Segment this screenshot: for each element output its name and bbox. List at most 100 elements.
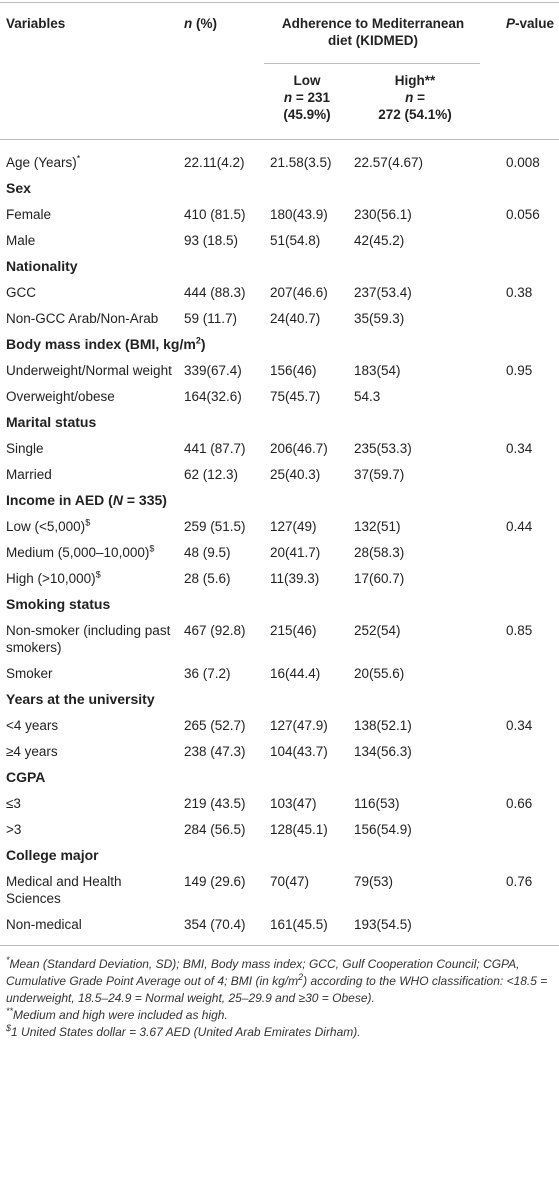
value-cell: 207(46.6) <box>270 285 328 300</box>
section-label: Smoking status <box>6 596 111 612</box>
section-row: Sex <box>0 176 559 202</box>
header-cell: Adherence to Mediterranean diet (KIDMED) <box>264 2 481 64</box>
text-segment: * <box>6 955 10 965</box>
data-row: GCC 444 (88.3) 207(46.6) 237(53.4) 0.38 <box>0 280 559 306</box>
row-label: Overweight/obese <box>6 389 115 404</box>
value-cell: 183(54) <box>354 363 401 378</box>
value-cell: 0.66 <box>506 796 533 811</box>
value-cell: 0.056 <box>506 207 540 222</box>
value-cell: 0.34 <box>506 718 533 733</box>
text-segment: = <box>413 90 425 105</box>
section-label: Marital status <box>6 414 97 430</box>
header-line: n = 231 <box>270 89 344 106</box>
text-segment: $ <box>85 517 91 528</box>
value-cell: 16(44.4) <box>270 666 321 681</box>
value-cell: 51(54.8) <box>270 233 321 248</box>
text-segment: High (>10,000) <box>6 571 96 586</box>
data-row: Male 93 (18.5) 51(54.8) 42(45.2) <box>0 228 559 254</box>
row-label: Non-GCC Arab/Non-Arab <box>6 311 159 326</box>
value-cell: 0.008 <box>506 155 540 170</box>
section-row: Smoking status <box>0 592 559 618</box>
value-cell: 156(54.9) <box>354 822 412 837</box>
value-cell: 161(45.5) <box>270 917 328 932</box>
value-cell: 25(40.3) <box>270 467 321 482</box>
value-cell <box>480 540 559 566</box>
text-segment: 2 <box>298 972 304 982</box>
section-label: Years at the university <box>6 691 155 707</box>
data-row: Medical and Health Sciences 149 (29.6) 70(… <box>0 869 559 912</box>
value-cell: 93 (18.5) <box>184 233 239 248</box>
value-cell: 62 (12.3) <box>184 467 239 482</box>
row-label: Underweight/Normal weight <box>6 363 172 378</box>
value-cell: 235(53.3) <box>354 441 412 456</box>
value-cell: 20(41.7) <box>270 545 321 560</box>
value-cell: 104(43.7) <box>270 744 328 759</box>
value-cell: 215(46) <box>270 623 317 638</box>
data-row: Age (Years)* 22.11(4.2) 21.58(3.5) 22.57(4.… <box>0 140 559 177</box>
value-cell: 410 (81.5) <box>184 207 246 222</box>
row-label: ≤3 <box>6 796 21 811</box>
text-segment: * <box>76 153 81 164</box>
value-cell <box>480 912 559 946</box>
text-segment: n <box>283 90 293 105</box>
data-row: Medium (5,000–10,000)$ 48 (9.5) 20(41.7) 28… <box>0 540 559 566</box>
header-cell: P-value <box>480 3 559 140</box>
text-segment: Age (Years) <box>6 155 77 170</box>
data-row: Non-GCC Arab/Non-Arab 59 (11.7) 24(40.7) 35… <box>0 306 559 332</box>
header-line: 272 (54.1%) <box>378 107 452 122</box>
value-cell <box>480 661 559 687</box>
section-label: Nationality <box>6 258 78 274</box>
text-segment: ) <box>200 336 206 352</box>
value-cell: 48 (9.5) <box>184 545 231 560</box>
value-cell: 127(49) <box>270 519 317 534</box>
value-cell: 36 (7.2) <box>184 666 231 681</box>
text-segment: $ <box>95 569 101 580</box>
footnote: $1 United States dollar = 3.67 AED (Unit… <box>6 1024 553 1041</box>
value-cell: 42(45.2) <box>354 233 405 248</box>
text-segment: 2 <box>195 335 201 346</box>
row-label: Smoker <box>6 666 53 681</box>
text-segment: $ <box>149 543 155 554</box>
data-row: Underweight/Normal weight 339(67.4) 156(46… <box>0 358 559 384</box>
data-row: Married 62 (12.3) 25(40.3) 37(59.7) <box>0 462 559 488</box>
row-label: <4 years <box>6 718 59 733</box>
row-label: >3 <box>6 822 22 837</box>
value-cell: 132(51) <box>354 519 401 534</box>
section-row: Income in AED (N = 335) <box>0 488 559 514</box>
value-cell: 24(40.7) <box>270 311 321 326</box>
section-label: Income in AED (N = 335) <box>0 488 559 514</box>
section-row: College major <box>0 843 559 869</box>
text-segment: ) according to the WHO classification: <… <box>6 974 548 1005</box>
value-cell: 22.11(4.2) <box>184 155 245 170</box>
value-cell: 444 (88.3) <box>184 285 246 300</box>
row-label: Non-smoker (including past smokers) <box>6 623 171 655</box>
header-cell: High** n = 272 (54.1%) <box>348 64 480 140</box>
value-cell: 0.76 <box>506 874 533 889</box>
text-segment: n <box>405 90 414 105</box>
value-cell: 0.44 <box>506 519 533 534</box>
header-line: High** <box>394 73 436 88</box>
value-cell: 193(54.5) <box>354 917 412 932</box>
data-row: Non-medical 354 (70.4) 161(45.5) 193(54.5) <box>0 912 559 946</box>
header-line: Low <box>293 73 321 88</box>
value-cell: 149 (29.6) <box>184 874 246 889</box>
row-label: Medical and Health Sciences <box>6 874 122 906</box>
text-segment: = 231 <box>292 90 331 105</box>
value-cell: 206(46.7) <box>270 441 328 456</box>
section-row: CGPA <box>0 765 559 791</box>
value-cell: 138(52.1) <box>354 718 412 733</box>
text-segment: Body mass index (BMI, kg/m <box>6 336 196 352</box>
row-label: Medium (5,000–10,000)$ <box>0 540 178 566</box>
text-segment: = 335) <box>122 492 167 508</box>
value-cell: 21.58(3.5) <box>270 155 332 170</box>
data-row: <4 years 265 (52.7) 127(47.9) 138(52.1) 0.34 <box>0 713 559 739</box>
data-row: Overweight/obese 164(32.6) 75(45.7) 54.3 <box>0 384 559 410</box>
value-cell: 103(47) <box>270 796 317 811</box>
value-cell: 28 (5.6) <box>184 571 231 586</box>
header-cell: Variables <box>6 16 66 31</box>
data-row: Non-smoker (including past smokers) 467 (… <box>0 618 559 661</box>
header-row: Low n = 231 (45.9%) High** n = 272 (54.1%) <box>0 64 559 140</box>
text-segment: n <box>184 16 193 31</box>
value-cell <box>480 817 559 843</box>
